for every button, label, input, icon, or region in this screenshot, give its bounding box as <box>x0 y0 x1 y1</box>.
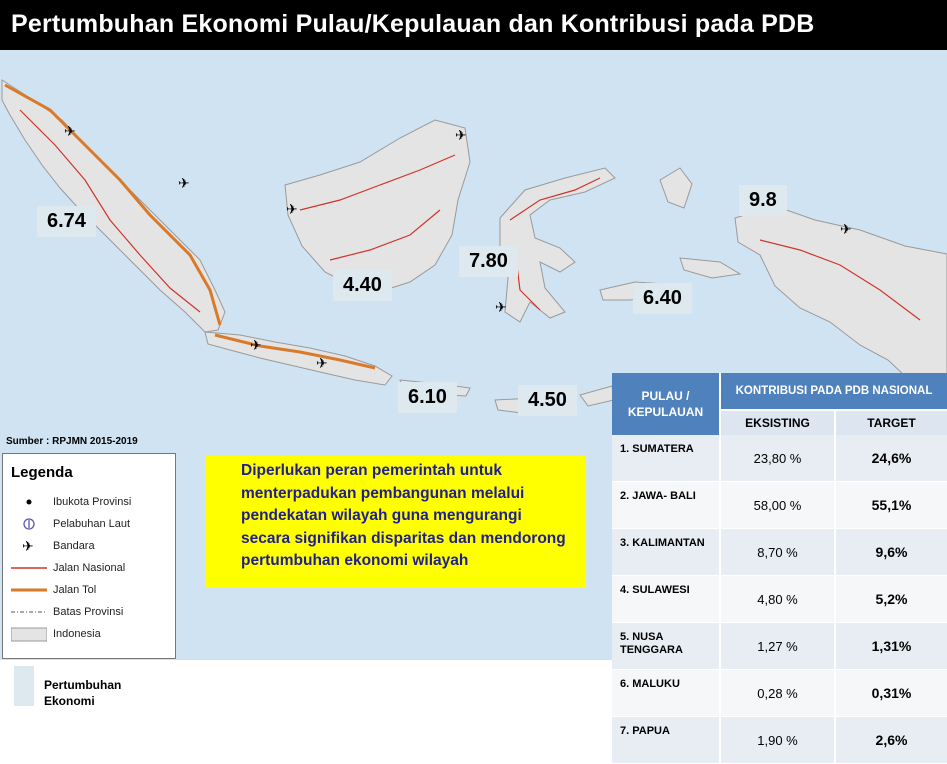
col-header-contribution: KONTRIBUSI PADA PDB NASIONAL <box>720 373 947 411</box>
existing-value: 1,27 % <box>720 622 836 670</box>
existing-value: 1,90 % <box>720 716 836 764</box>
airplane-icon: ✈ <box>64 124 76 140</box>
existing-value: 8,70 % <box>720 528 836 576</box>
kalimantan-island <box>284 119 471 291</box>
page-title: Pertumbuhan Ekonomi Pulau/Kepulauan dan … <box>11 10 815 38</box>
orange-line-icon <box>11 588 47 592</box>
pdb-contribution-table: PULAU / KEPULAUAN KONTRIBUSI PADA PDB NA… <box>612 373 947 764</box>
grey-box-icon <box>11 627 47 642</box>
growth-legend-label: Pertumbuhan Ekonomi <box>44 678 122 708</box>
growth-label-jawa-bali: 6.10 <box>398 382 457 413</box>
jalan-nasional-sumatera <box>19 109 201 313</box>
sulawesi-island <box>499 167 616 323</box>
red-line-icon <box>11 567 47 569</box>
existing-value: 4,80 % <box>720 575 836 623</box>
title-bar: Pertumbuhan Ekonomi Pulau/Kepulauan dan … <box>0 0 947 50</box>
growth-label-maluku: 6.40 <box>633 283 692 314</box>
target-value: 55,1% <box>835 481 947 529</box>
table-row: 2. JAWA- BALI 58,00 % 55,1% <box>612 481 947 529</box>
region-name: 5. NUSA TENGGARA <box>612 622 721 670</box>
target-value: 24,6% <box>835 435 947 482</box>
dot-icon <box>26 499 32 505</box>
target-value: 1,31% <box>835 622 947 670</box>
jalan-tol-jawa <box>214 333 376 370</box>
jalan-nasional-papua <box>759 239 921 321</box>
region-name: 3. KALIMANTAN <box>612 528 721 576</box>
table-row: 6. MALUKU 0,28 % 0,31% <box>612 669 947 717</box>
note-line: menterpadukan pembangunan melalui <box>241 484 525 502</box>
airplane-icon: ✈ <box>178 176 190 192</box>
svg-text:✈: ✈ <box>22 539 34 554</box>
growth-label-kalimantan: 4.40 <box>333 270 392 301</box>
jalan-nasional-kalimantan <box>299 154 456 261</box>
region-name: 1. SUMATERA <box>612 435 721 482</box>
col-header-region: PULAU / KEPULAUAN <box>612 373 721 435</box>
existing-value: 23,80 % <box>720 435 836 482</box>
legend-item: Jalan Nasional <box>11 560 171 578</box>
target-value: 0,31% <box>835 669 947 717</box>
airplane-icon: ✈ <box>840 222 852 238</box>
legend-item: ✈ Bandara <box>11 538 171 556</box>
airplane-icon: ✈ <box>22 539 34 554</box>
table-row: 4. SULAWESI 4,80 % 5,2% <box>612 575 947 623</box>
target-value: 5,2% <box>835 575 947 623</box>
growth-legend-swatch <box>14 666 34 706</box>
note-line: secara signifikan disparitas dan mendoro… <box>241 529 566 547</box>
maluku-island-1 <box>659 167 693 209</box>
source-note: Sumber : RPJMN 2015-2019 <box>6 436 138 447</box>
maluku-island-3 <box>679 257 742 279</box>
target-value: 9,6% <box>835 528 947 576</box>
existing-value: 0,28 % <box>720 669 836 717</box>
airplane-icon: ✈ <box>286 202 298 218</box>
region-name: 4. SULAWESI <box>612 575 721 623</box>
dash-line-icon <box>11 611 47 613</box>
target-value: 2,6% <box>835 716 947 764</box>
legend-item: Indonesia <box>11 626 171 644</box>
col-header-existing: EKSISTING <box>720 410 836 435</box>
note-line: Diperlukan peran pemerintah untuk <box>241 462 502 479</box>
table-row: 1. SUMATERA 23,80 % 24,6% <box>612 435 947 482</box>
table-row: 7. PAPUA 1,90 % 2,6% <box>612 716 947 764</box>
map-legend: Legenda Ibukota Provinsi Pelabuhan Laut … <box>2 453 176 659</box>
airplane-icon: ✈ <box>495 300 507 316</box>
airplane-icon: ✈ <box>250 338 262 354</box>
legend-item: Ibukota Provinsi <box>11 494 171 512</box>
airplane-icon: ✈ <box>316 356 328 372</box>
note-line: pertumbuhan ekonomi wilayah <box>241 552 469 569</box>
region-name: 6. MALUKU <box>612 669 721 717</box>
col-header-target: TARGET <box>835 410 947 435</box>
growth-label-sulawesi: 7.80 <box>459 246 518 277</box>
legend-title: Legenda <box>11 464 73 481</box>
growth-label-sumatera: 6.74 <box>37 206 96 237</box>
note-line: pendekatan wilayah guna mengurangi <box>241 507 522 524</box>
anchor-icon <box>23 518 35 530</box>
existing-value: 58,00 % <box>720 481 836 529</box>
growth-label-papua: 9.8 <box>739 185 787 216</box>
legend-item: Batas Provinsi <box>11 604 171 622</box>
airplane-icon: ✈ <box>455 128 467 144</box>
table-row: 5. NUSA TENGGARA 1,27 % 1,31% <box>612 622 947 670</box>
policy-note: Diperlukan peran pemerintah untuk menter… <box>205 456 586 588</box>
jalan-tol-sumatera <box>4 83 222 326</box>
growth-label-nusa-tenggara: 4.50 <box>518 385 577 416</box>
region-name: 2. JAWA- BALI <box>612 481 721 529</box>
table-row: 3. KALIMANTAN 8,70 % 9,6% <box>612 528 947 576</box>
legend-item: Jalan Tol <box>11 582 171 600</box>
region-name: 7. PAPUA <box>612 716 721 764</box>
legend-item: Pelabuhan Laut <box>11 516 171 534</box>
